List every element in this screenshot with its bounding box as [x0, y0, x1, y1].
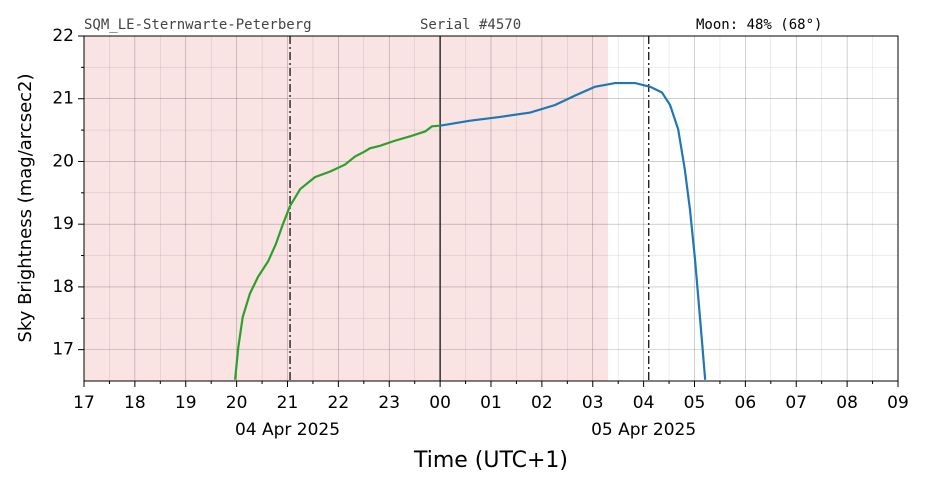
x-tick-label: 17: [73, 393, 95, 413]
x-tick-label: 04: [633, 393, 655, 413]
x-tick-label: 21: [277, 393, 299, 413]
x-tick-label: 01: [480, 393, 502, 413]
x-tick-label: 23: [378, 393, 400, 413]
moon-info: Moon: 48% (68°): [696, 17, 822, 33]
data-line: [439, 81, 707, 380]
x-tick-label: 02: [531, 393, 553, 413]
x-tick-label: 18: [124, 393, 146, 413]
data-line: [234, 124, 441, 380]
y-tick-label: 17: [52, 340, 74, 360]
x-tick-label: 22: [328, 393, 350, 413]
date-label: 04 Apr 2025: [235, 420, 340, 440]
x-tick-label: 07: [785, 393, 807, 413]
x-tick-label: 08: [836, 393, 858, 413]
y-axis-label: Sky Brightness (mag/arcsec2): [15, 73, 36, 342]
y-tick-label: 20: [52, 151, 74, 171]
y-tick-label: 21: [52, 89, 74, 109]
plot-area: [84, 36, 898, 381]
night-region: [84, 36, 609, 381]
x-tick-label: 03: [582, 393, 604, 413]
date-label: 05 Apr 2025: [591, 420, 696, 440]
x-tick-label: 09: [887, 393, 909, 413]
site-name: SQM_LE-Sternwarte-Peterberg: [84, 17, 312, 33]
x-tick-label: 05: [684, 393, 706, 413]
x-tick-label: 06: [735, 393, 757, 413]
x-tick-label: 19: [175, 393, 197, 413]
serial: Serial #4570: [420, 17, 521, 33]
x-tick-label: 00: [429, 393, 451, 413]
y-tick-label: 18: [52, 277, 74, 297]
y-tick-label: 19: [52, 214, 74, 234]
x-axis-label: Time (UTC+1): [413, 448, 568, 473]
x-tick-label: 20: [226, 393, 248, 413]
y-tick-label: 22: [52, 26, 74, 46]
